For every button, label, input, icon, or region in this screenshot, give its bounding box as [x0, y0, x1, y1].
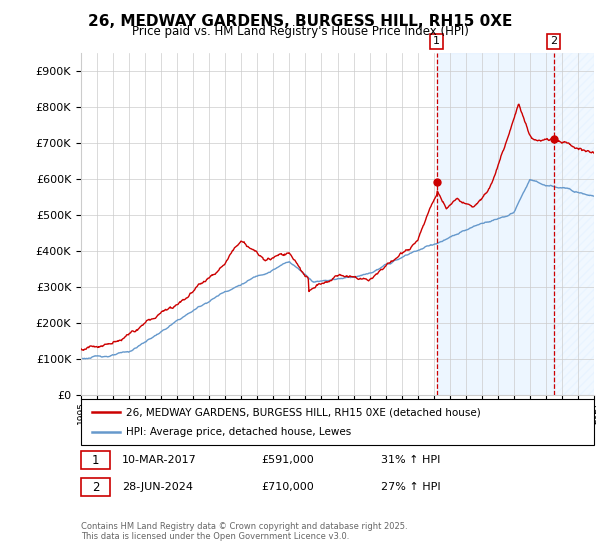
Text: Price paid vs. HM Land Registry's House Price Index (HPI): Price paid vs. HM Land Registry's House …: [131, 25, 469, 38]
Text: 1: 1: [433, 36, 440, 46]
Text: 2: 2: [550, 36, 557, 46]
Text: 1: 1: [92, 454, 99, 467]
Text: £710,000: £710,000: [261, 482, 314, 492]
Text: Contains HM Land Registry data © Crown copyright and database right 2025.
This d: Contains HM Land Registry data © Crown c…: [81, 522, 407, 542]
Text: £591,000: £591,000: [261, 455, 314, 465]
Text: 31% ↑ HPI: 31% ↑ HPI: [381, 455, 440, 465]
Text: 10-MAR-2017: 10-MAR-2017: [122, 455, 197, 465]
Text: 28-JUN-2024: 28-JUN-2024: [122, 482, 193, 492]
Text: 26, MEDWAY GARDENS, BURGESS HILL, RH15 0XE: 26, MEDWAY GARDENS, BURGESS HILL, RH15 0…: [88, 14, 512, 29]
Text: HPI: Average price, detached house, Lewes: HPI: Average price, detached house, Lewe…: [126, 427, 351, 437]
Bar: [437, 53, 554, 395]
Text: 27% ↑ HPI: 27% ↑ HPI: [381, 482, 440, 492]
Text: 26, MEDWAY GARDENS, BURGESS HILL, RH15 0XE (detached house): 26, MEDWAY GARDENS, BURGESS HILL, RH15 0…: [126, 407, 481, 417]
Bar: [554, 53, 594, 395]
Text: 2: 2: [92, 480, 99, 494]
